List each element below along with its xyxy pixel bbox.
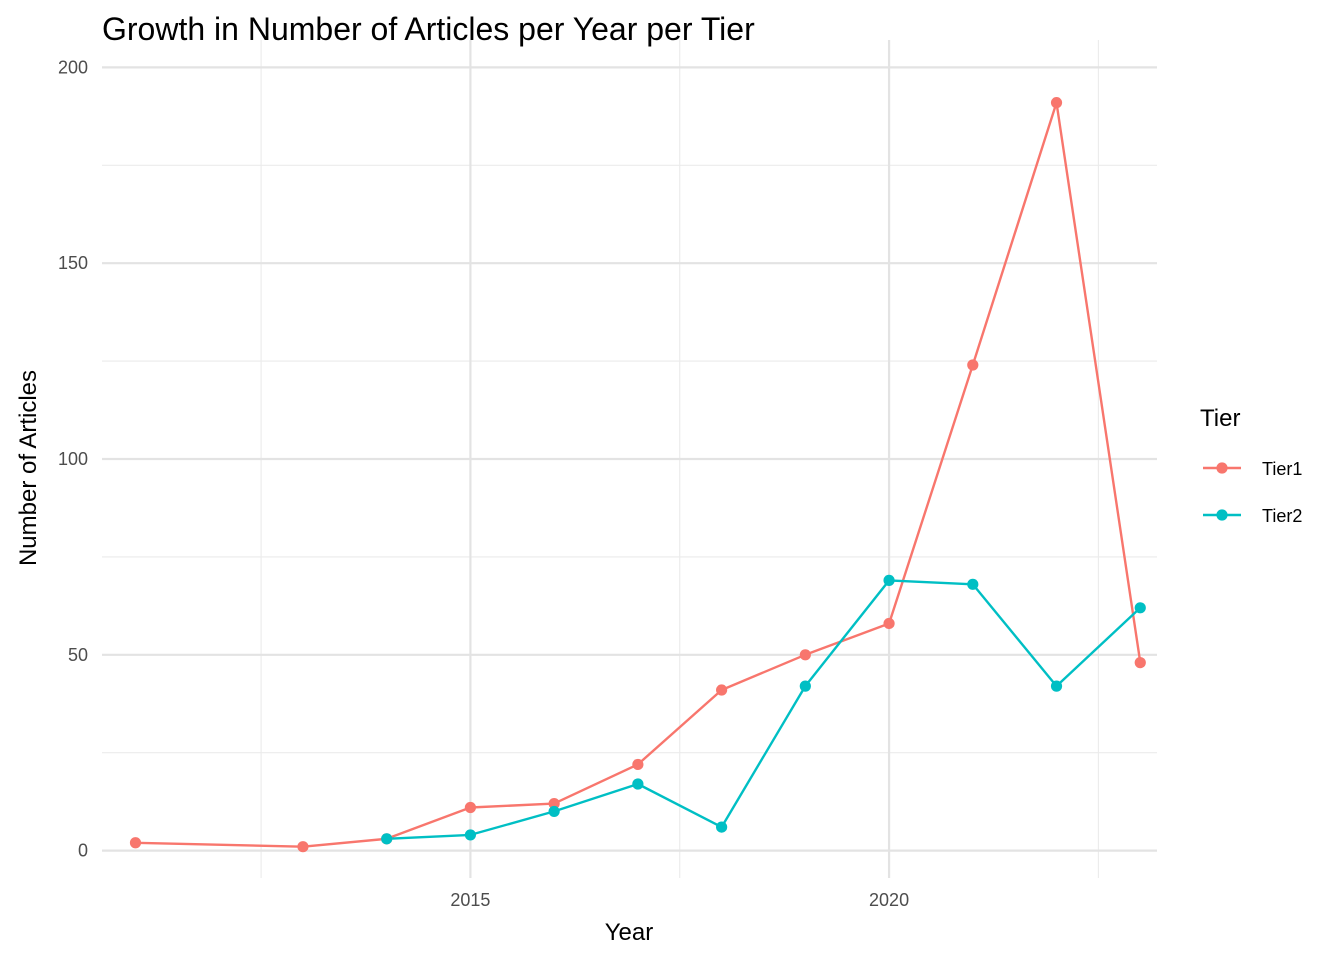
y-tick-label: 0	[78, 841, 88, 861]
data-point-tier2	[967, 578, 979, 590]
axis-ticks: 0 50 100 150 200 2015 2020	[58, 57, 909, 910]
data-point-tier2	[883, 574, 895, 586]
legend-title: Tier	[1200, 405, 1240, 432]
legend-key-point-tier2	[1216, 509, 1228, 521]
legend-label-tier2: Tier2	[1262, 506, 1302, 526]
data-point-tier1	[632, 758, 644, 771]
data-point-tier1	[716, 684, 728, 696]
data-point-tier2	[632, 778, 644, 790]
data-points	[129, 97, 1146, 853]
data-point-tier1	[883, 617, 895, 630]
legend-items: Tier1 Tier2	[1203, 459, 1302, 526]
x-tick-label: 2020	[869, 890, 909, 910]
data-point-tier2	[381, 833, 393, 845]
legend: Tier Tier1 Tier2	[1200, 405, 1302, 526]
data-point-tier1	[799, 649, 811, 661]
y-tick-label: 200	[58, 57, 88, 77]
x-axis-title: Year	[605, 919, 654, 946]
data-point-tier2	[464, 829, 477, 841]
data-point-tier1	[1050, 97, 1063, 109]
y-tick-label: 150	[58, 253, 88, 273]
series-line-tier2	[386, 579, 1142, 840]
data-point-tier2	[716, 821, 728, 833]
series-lines	[135, 101, 1142, 848]
legend-label-tier1: Tier1	[1262, 459, 1302, 479]
y-tick-label: 100	[58, 449, 88, 469]
data-point-tier2	[1134, 602, 1146, 614]
data-point-tier1	[464, 801, 477, 814]
data-point-tier2	[799, 680, 811, 692]
grid	[102, 40, 1157, 878]
legend-key-point-tier1	[1216, 462, 1228, 474]
data-point-tier1	[1134, 657, 1146, 669]
data-point-tier1	[129, 837, 142, 849]
data-point-tier1	[548, 797, 560, 810]
y-axis-title: Number of Articles	[15, 370, 42, 566]
data-point-tier1	[297, 841, 309, 853]
y-tick-label: 50	[68, 645, 88, 665]
chart-title: Growth in Number of Articles per Year pe…	[102, 11, 755, 47]
x-tick-label: 2015	[450, 890, 490, 910]
data-point-tier2	[1050, 680, 1063, 692]
data-point-tier2	[548, 805, 560, 818]
series-line-tier1	[135, 101, 1142, 848]
data-point-tier1	[967, 359, 979, 371]
